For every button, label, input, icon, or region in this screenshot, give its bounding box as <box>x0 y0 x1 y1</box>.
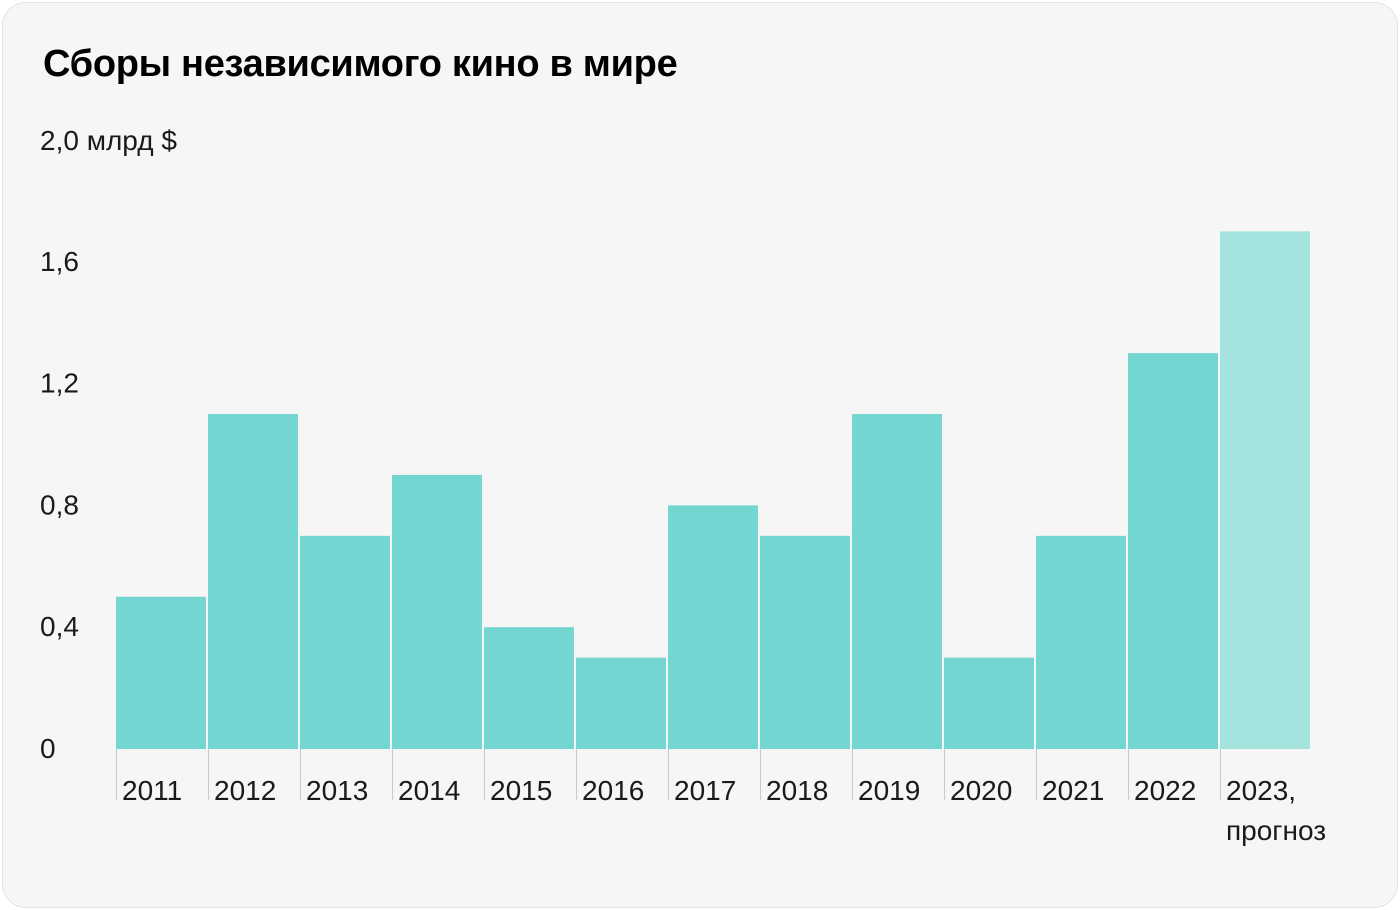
x-tick-label: 2015 <box>490 775 552 806</box>
x-tick-label: 2017 <box>674 775 736 806</box>
bar <box>576 657 666 749</box>
x-tick-label: 2021 <box>1042 775 1104 806</box>
y-tick-label: 1,2 <box>40 368 79 399</box>
x-tick-label: 2022 <box>1134 775 1196 806</box>
y-tick-label: 0,8 <box>40 489 79 520</box>
bar <box>208 414 298 749</box>
bar <box>1128 353 1218 749</box>
x-tick-label: 2019 <box>858 775 920 806</box>
bar <box>668 505 758 749</box>
x-tick-label: 2011 <box>122 775 182 806</box>
bar <box>852 414 942 749</box>
x-tick-label: 2013 <box>306 775 368 806</box>
bar <box>484 627 574 749</box>
bar <box>300 535 390 749</box>
y-tick-label: 1,6 <box>40 246 79 277</box>
bar <box>392 474 482 749</box>
x-tick-label: 2014 <box>398 775 460 806</box>
chart-title: Сборы независимого кино в мире <box>43 43 678 85</box>
forecast-bar <box>1220 231 1310 750</box>
bar <box>944 657 1034 749</box>
y-tick-label: 0,4 <box>40 611 79 642</box>
x-tick-label: 2016 <box>582 775 644 806</box>
y-tick-label: 0 <box>40 733 56 764</box>
y-tick-label: 2,0 млрд $ <box>40 125 177 156</box>
x-tick-label: 2023, прогноз <box>1226 775 1326 846</box>
bar <box>1036 535 1126 749</box>
bar <box>760 535 850 749</box>
x-tick-label: 2018 <box>766 775 828 806</box>
x-tick-label: 2020 <box>950 775 1012 806</box>
bar <box>116 596 206 749</box>
x-tick-label: 2012 <box>214 775 276 806</box>
